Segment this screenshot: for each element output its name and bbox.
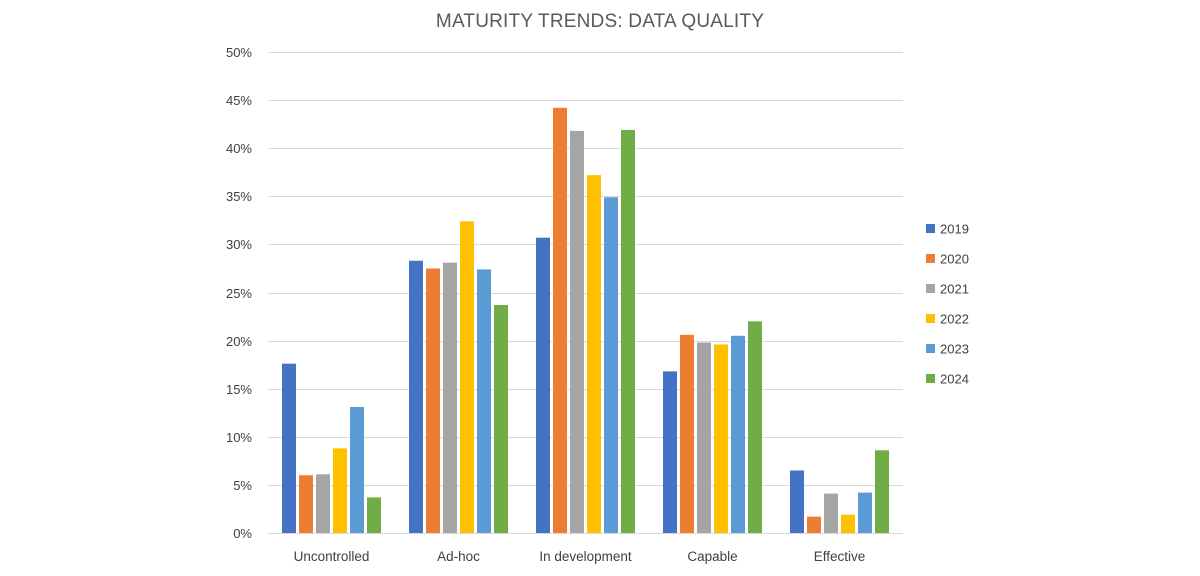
legend-label: 2023 bbox=[940, 342, 969, 357]
y-tick-label: 25% bbox=[226, 286, 252, 301]
bar-2024-ad-hoc bbox=[494, 305, 508, 533]
x-category-label: Ad-hoc bbox=[437, 549, 480, 564]
legend-swatch bbox=[926, 284, 935, 293]
legend-label: 2022 bbox=[940, 312, 969, 327]
bar-2023-in-development bbox=[604, 197, 618, 533]
legend-swatch bbox=[926, 374, 935, 383]
bar-2024-uncontrolled bbox=[367, 497, 381, 533]
chart-title: MATURITY TRENDS: DATA QUALITY bbox=[436, 11, 764, 32]
bar-2022-in-development bbox=[587, 175, 601, 533]
y-tick-label: 15% bbox=[226, 382, 252, 397]
bar-2019-ad-hoc bbox=[409, 260, 423, 533]
bar-2024-capable bbox=[748, 321, 762, 533]
x-category-label: Capable bbox=[687, 549, 737, 564]
bar-2023-effective bbox=[858, 492, 872, 533]
bar-2022-capable bbox=[714, 344, 728, 533]
y-axis-tick-labels: 0% 5% 10% 15% 20% 25% 30% 35% 40% 45% 50% bbox=[226, 45, 252, 541]
x-category-label: Uncontrolled bbox=[294, 549, 370, 564]
y-tick-label: 30% bbox=[226, 237, 252, 252]
bar-2022-uncontrolled bbox=[333, 448, 347, 533]
y-tick-label: 20% bbox=[226, 334, 252, 349]
legend-label: 2024 bbox=[940, 372, 969, 387]
y-tick-label: 45% bbox=[226, 93, 252, 108]
bar-2020-uncontrolled bbox=[299, 475, 313, 533]
legend: 2019 2020 2021 2022 2023 2024 bbox=[926, 222, 969, 387]
bar-2022-effective bbox=[841, 514, 855, 533]
legend-label: 2020 bbox=[940, 252, 969, 267]
bar-2019-in-development bbox=[536, 237, 550, 534]
legend-label: 2021 bbox=[940, 282, 969, 297]
bar-2023-capable bbox=[731, 335, 745, 533]
bar-2021-effective bbox=[824, 493, 838, 533]
bar-2020-capable bbox=[680, 334, 694, 533]
bar-2021-capable bbox=[697, 342, 711, 533]
legend-swatch bbox=[926, 344, 935, 353]
y-tick-label: 5% bbox=[233, 478, 252, 493]
y-tick-label: 0% bbox=[233, 526, 252, 541]
bar-2024-in-development bbox=[621, 129, 635, 534]
legend-swatch bbox=[926, 254, 935, 263]
bar-2019-uncontrolled bbox=[282, 363, 296, 533]
bar-2019-effective bbox=[790, 470, 804, 533]
bar-2023-ad-hoc bbox=[477, 269, 491, 533]
y-tick-label: 40% bbox=[226, 141, 252, 156]
bar-2022-ad-hoc bbox=[460, 221, 474, 533]
bar-2023-uncontrolled bbox=[350, 406, 364, 533]
bar-2019-capable bbox=[663, 371, 677, 533]
x-category-label: Effective bbox=[814, 549, 866, 564]
bar-2024-effective bbox=[875, 450, 889, 533]
bar-2021-ad-hoc bbox=[443, 262, 457, 533]
y-tick-label: 35% bbox=[226, 189, 252, 204]
x-axis-category-labels: Uncontrolled Ad-hoc In development Capable E… bbox=[294, 549, 866, 564]
bar-2020-ad-hoc bbox=[426, 268, 440, 533]
x-category-label: In development bbox=[539, 549, 632, 564]
y-tick-label: 10% bbox=[226, 430, 252, 445]
bar-2021-uncontrolled bbox=[316, 474, 330, 533]
gridlines bbox=[268, 52, 903, 534]
legend-swatch bbox=[926, 224, 935, 233]
bar-2020-in-development bbox=[553, 107, 567, 534]
y-tick-label: 50% bbox=[226, 45, 252, 60]
bar-2021-in-development bbox=[570, 130, 584, 533]
bar-2020-effective bbox=[807, 516, 821, 533]
legend-swatch bbox=[926, 314, 935, 323]
legend-label: 2019 bbox=[940, 222, 969, 237]
bar-series bbox=[282, 107, 889, 534]
